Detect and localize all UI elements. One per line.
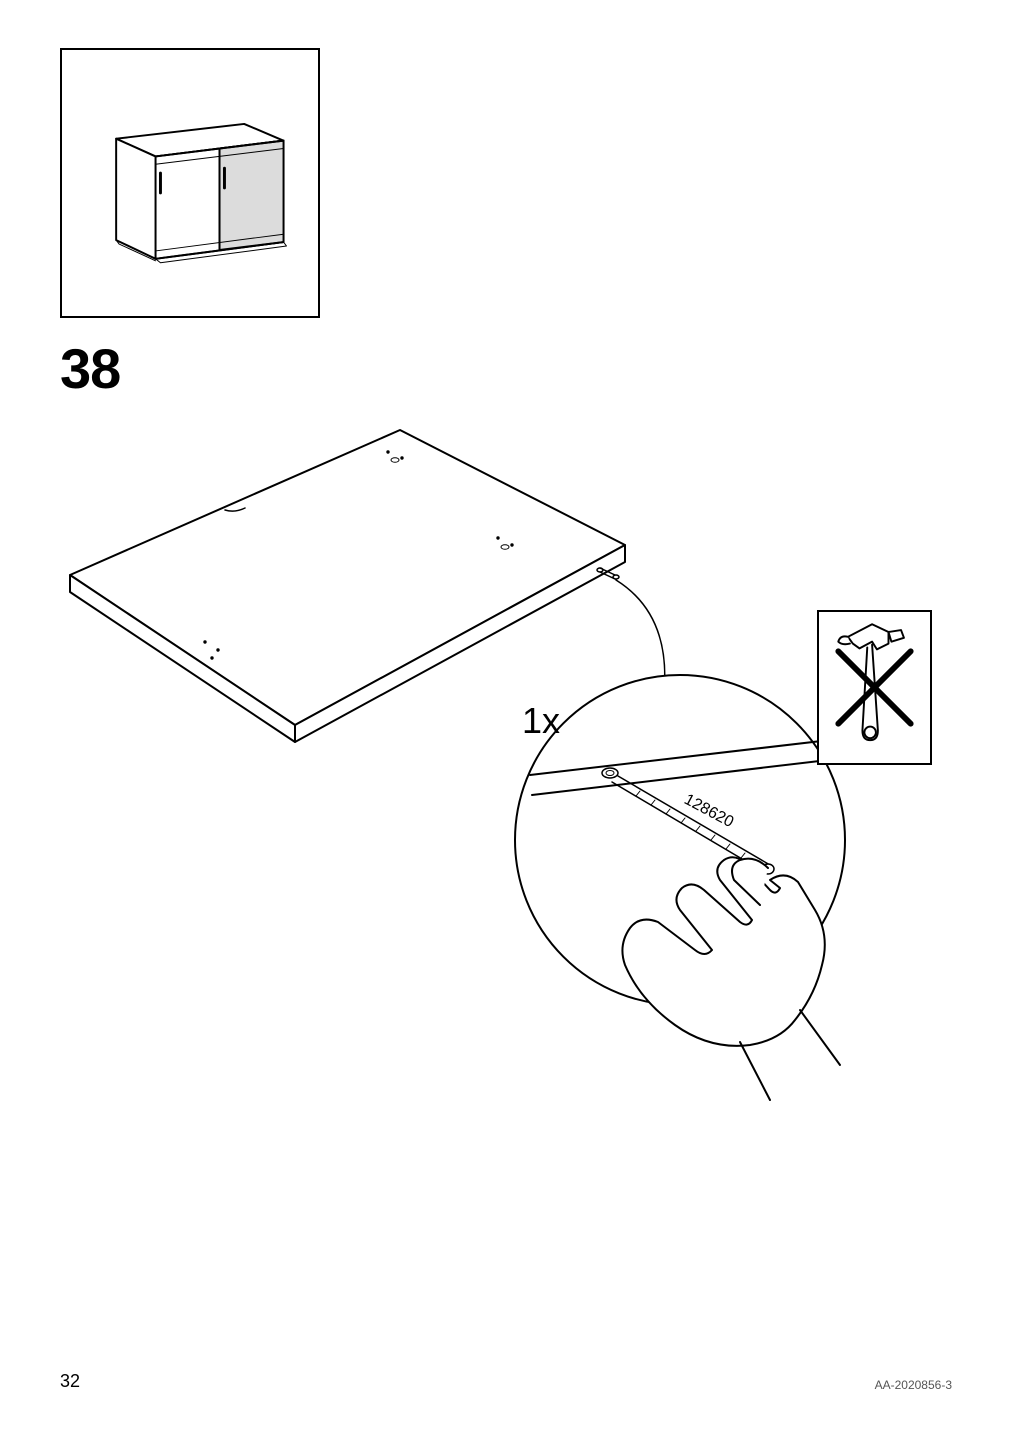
door-panel [70, 430, 625, 742]
context-thumbnail-box [60, 48, 320, 318]
page-number: 32 [60, 1371, 80, 1392]
cabinet-thumbnail-svg [62, 50, 318, 316]
main-assembly-illustration [40, 410, 920, 1110]
quantity-label: 1x [522, 700, 560, 742]
step-number: 38 [60, 336, 120, 401]
document-id: AA-2020856-3 [875, 1378, 952, 1392]
no-hammer-warning [817, 610, 932, 765]
no-hammer-icon [819, 612, 930, 763]
detail-circle [515, 675, 845, 1100]
